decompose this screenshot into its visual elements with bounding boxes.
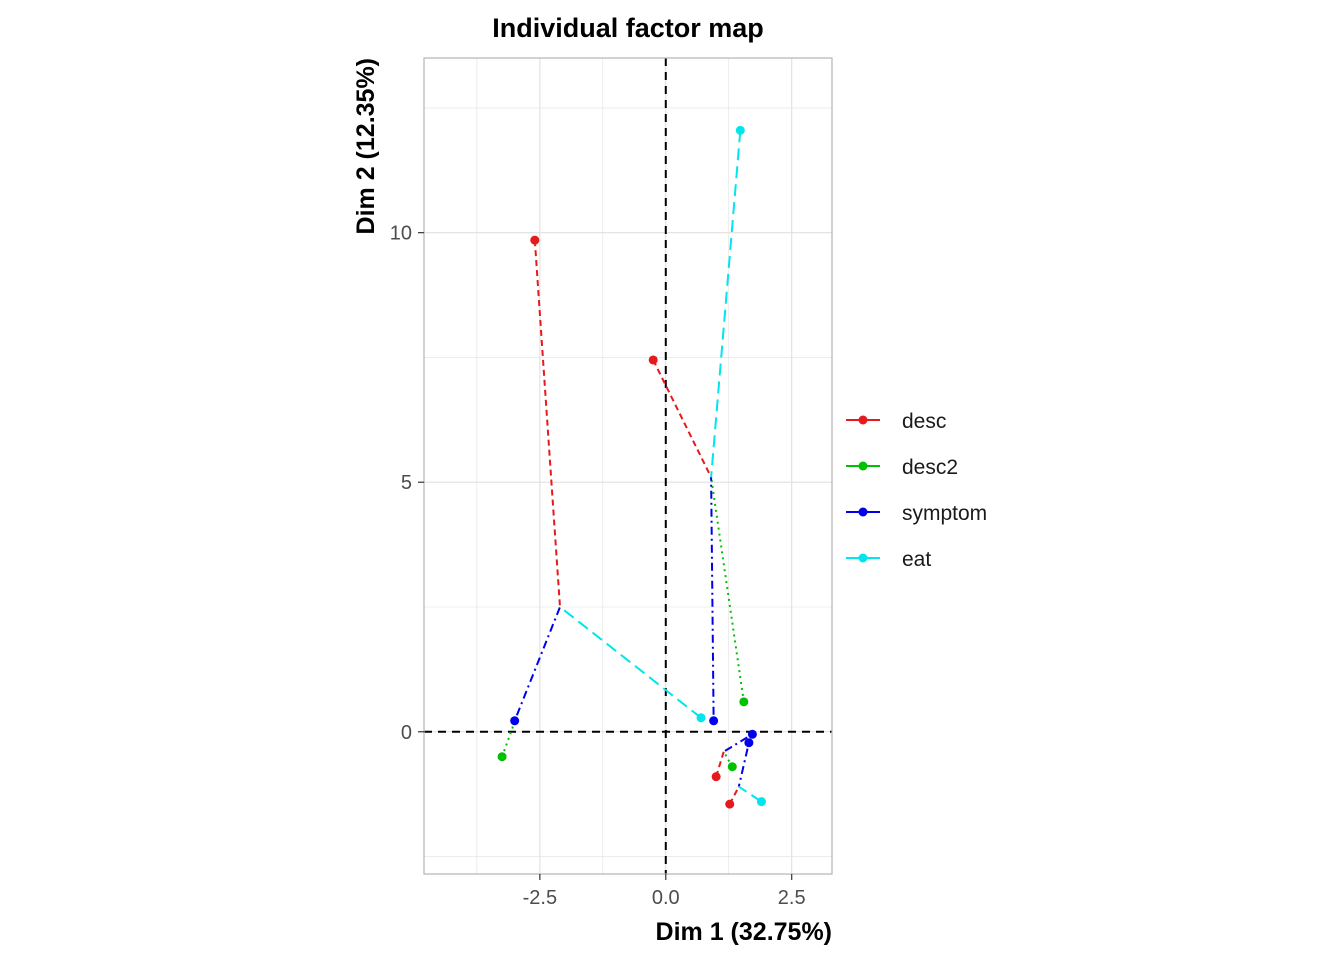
- link-line-eat: [710, 130, 742, 478]
- legend: desc desc2 symptom eat: [846, 410, 987, 571]
- legend-label-desc2: desc2: [902, 456, 958, 479]
- legend-label-eat: eat: [902, 548, 931, 571]
- point-symptom: [510, 716, 520, 726]
- y-tick-label: 0: [401, 722, 412, 744]
- link-line-desc: [533, 240, 561, 608]
- x-tick-label: 2.5: [778, 887, 806, 909]
- point-symptom: [747, 729, 757, 739]
- point-desc: [725, 799, 735, 809]
- legend-label-desc: desc: [902, 410, 946, 433]
- legend-key-point-symptom: [858, 507, 868, 517]
- panel-border: [423, 57, 833, 875]
- point-eat: [756, 797, 766, 807]
- point-desc2: [497, 752, 507, 762]
- legend-key-point-desc: [858, 415, 868, 425]
- legend-label-symptom: symptom: [902, 502, 987, 525]
- link-line-desc: [652, 359, 713, 478]
- link-line-symptom: [737, 742, 750, 787]
- point-symptom: [709, 716, 719, 726]
- link-line-desc2: [710, 477, 745, 702]
- point-desc: [648, 355, 658, 365]
- link-line-symptom: [710, 477, 715, 721]
- point-desc: [530, 235, 540, 245]
- link-line-symptom: [513, 606, 561, 722]
- legend-key-point-desc2: [858, 461, 868, 471]
- x-tick-label: -2.5: [523, 887, 557, 909]
- point-desc: [711, 772, 721, 782]
- point-desc2: [739, 697, 749, 707]
- x-axis-title: Dim 1 (32.75%): [656, 918, 832, 946]
- y-tick-label: 5: [401, 472, 412, 494]
- link-line-eat: [738, 785, 763, 803]
- y-axis-title: Dim 2 (12.35%): [352, 58, 380, 234]
- point-eat: [696, 713, 706, 723]
- link-line-eat: [559, 606, 702, 719]
- link-line-symptom: [723, 733, 753, 753]
- link-line-desc2: [501, 721, 516, 758]
- y-tick-label: 10: [390, 223, 412, 245]
- point-symptom: [744, 738, 754, 748]
- point-eat: [735, 125, 745, 135]
- legend-key-point-eat: [858, 553, 868, 563]
- chart-title: Individual factor map: [492, 13, 764, 43]
- point-desc2: [727, 762, 737, 772]
- x-tick-label: 0.0: [652, 887, 680, 909]
